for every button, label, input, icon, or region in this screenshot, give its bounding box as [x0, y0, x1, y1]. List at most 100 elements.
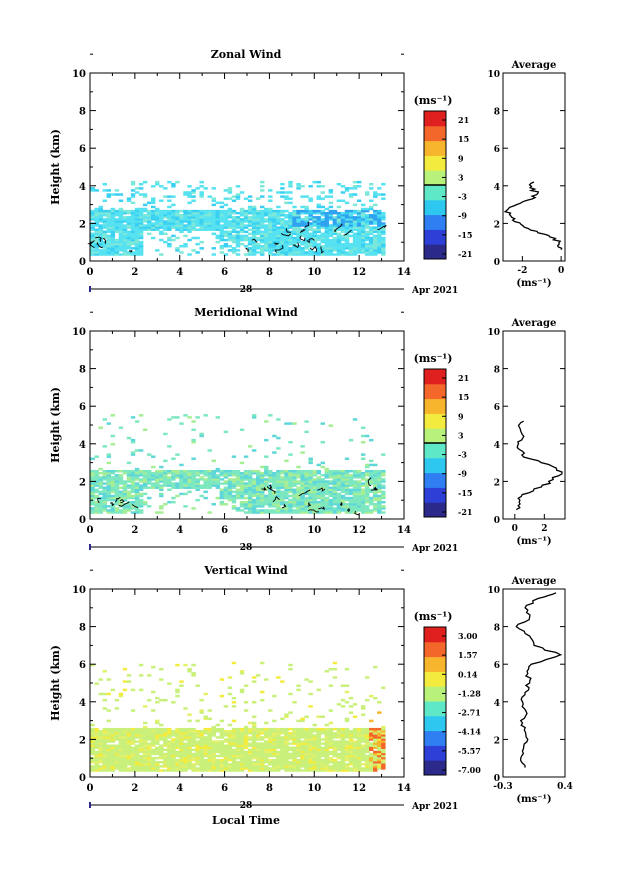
- heatmap-cell: [102, 736, 107, 739]
- heatmap-cell: [308, 242, 313, 246]
- heatmap-cell: [373, 482, 378, 485]
- heatmap-cell: [110, 218, 116, 221]
- heatmap-cell: [106, 709, 112, 712]
- heatmap-cell: [207, 744, 212, 747]
- heatmap-cell: [102, 490, 107, 494]
- heatmap-cell: [227, 486, 233, 489]
- heatmap-cell: [167, 228, 172, 231]
- heatmap-cell: [308, 216, 313, 219]
- heatmap-cell: [268, 211, 273, 215]
- heatmap-cell: [356, 230, 362, 234]
- heatmap-cell: [268, 500, 273, 504]
- heatmap-cell: [340, 220, 346, 223]
- colorbar-unit: (ms⁻¹): [414, 610, 453, 623]
- heatmap-cell: [235, 509, 241, 512]
- heatmap-cell: [126, 730, 132, 733]
- heatmap-cell: [296, 209, 301, 213]
- heatmap-cell: [284, 496, 289, 500]
- heatmap-cell: [199, 734, 204, 737]
- average-frame: [502, 588, 566, 778]
- heatmap-cell: [94, 484, 99, 487]
- heatmap-cell: [344, 240, 350, 244]
- heatmap-cell: [348, 500, 354, 504]
- heatmap-cell: [328, 218, 334, 221]
- heatmap-cell: [316, 247, 321, 250]
- heatmap-cell: [268, 709, 273, 712]
- heatmap-cell: [328, 232, 334, 236]
- heatmap-cell: [90, 214, 95, 217]
- heatmap-cell: [235, 732, 241, 735]
- contour-line: [251, 238, 258, 243]
- heatmap-cell: [300, 228, 305, 231]
- avg-x-tick-label: -2: [517, 266, 527, 276]
- heatmap-cell: [296, 736, 301, 739]
- heatmap-cell: [118, 218, 124, 221]
- heatmap-cell: [211, 226, 216, 229]
- heatmap-cell: [122, 754, 128, 758]
- heatmap-cell: [296, 490, 301, 494]
- heatmap-cell: [98, 214, 103, 217]
- heatmap-cell: [332, 253, 338, 256]
- colorbar-segment: [424, 502, 446, 518]
- heatmap-cell: [223, 488, 229, 492]
- heatmap-cell: [255, 238, 261, 242]
- heatmap-cell: [171, 734, 176, 737]
- heatmap-cell: [377, 469, 382, 473]
- heatmap-cell: [219, 746, 225, 750]
- heatmap-cell: [284, 230, 289, 234]
- heatmap-cell: [260, 494, 265, 498]
- heatmap-cell: [151, 185, 156, 188]
- heatmap-cell: [179, 492, 184, 496]
- heatmap-cell: [308, 211, 313, 215]
- heatmap-cell: [251, 211, 257, 215]
- heatmap-cell: [352, 247, 358, 250]
- heatmap-cell: [219, 209, 225, 213]
- heatmap-cell: [260, 238, 265, 242]
- heatmap-cell: [187, 209, 192, 213]
- heatmap-cell: [130, 180, 136, 184]
- heatmap-cell: [320, 767, 326, 770]
- heatmap-cell: [231, 748, 237, 752]
- heatmap-cell: [215, 478, 221, 481]
- contour-line: [274, 245, 284, 253]
- heatmap-cell: [344, 752, 350, 756]
- heatmap-cell: [146, 738, 152, 741]
- heatmap-cell: [223, 482, 229, 485]
- heatmap-cell: [316, 509, 321, 512]
- heatmap-cell: [211, 472, 216, 475]
- heatmap-cell: [235, 476, 241, 479]
- heatmap-cell: [130, 195, 136, 198]
- heatmap-cell: [122, 734, 128, 737]
- heatmap-cell: [364, 207, 370, 211]
- heatmap-cell: [320, 247, 326, 250]
- heatmap-cell: [239, 226, 245, 229]
- heatmap-cell: [352, 469, 358, 473]
- heatmap-cell: [126, 469, 132, 473]
- heatmap-cell: [276, 242, 281, 246]
- heatmap-cell: [308, 680, 313, 683]
- heatmap-cell: [369, 187, 374, 190]
- heatmap-cell: [219, 732, 225, 735]
- heatmap-cell: [191, 474, 196, 477]
- heatmap-cell: [360, 238, 366, 242]
- heatmap-cell: [336, 734, 342, 737]
- heatmap-cell: [239, 209, 245, 213]
- heatmap-cell: [138, 207, 144, 211]
- heatmap-cell: [369, 472, 374, 475]
- heatmap-cell: [203, 469, 208, 473]
- heatmap-cell: [292, 756, 297, 760]
- heatmap-cell: [243, 224, 249, 227]
- heatmap-cell: [235, 754, 241, 758]
- heatmap-cell: [102, 505, 107, 508]
- heatmap-cell: [352, 744, 358, 747]
- heatmap-cell: [280, 224, 285, 227]
- heatmap-cell: [239, 732, 245, 735]
- heatmap-cell: [126, 674, 132, 677]
- heatmap-cell: [328, 189, 334, 192]
- heatmap-cell: [284, 195, 289, 198]
- heatmap-cell: [276, 226, 281, 229]
- heatmap-cell: [336, 496, 342, 500]
- heatmap-cell: [369, 694, 374, 698]
- heatmap-cell: [122, 740, 128, 743]
- heatmap-cell: [304, 240, 309, 244]
